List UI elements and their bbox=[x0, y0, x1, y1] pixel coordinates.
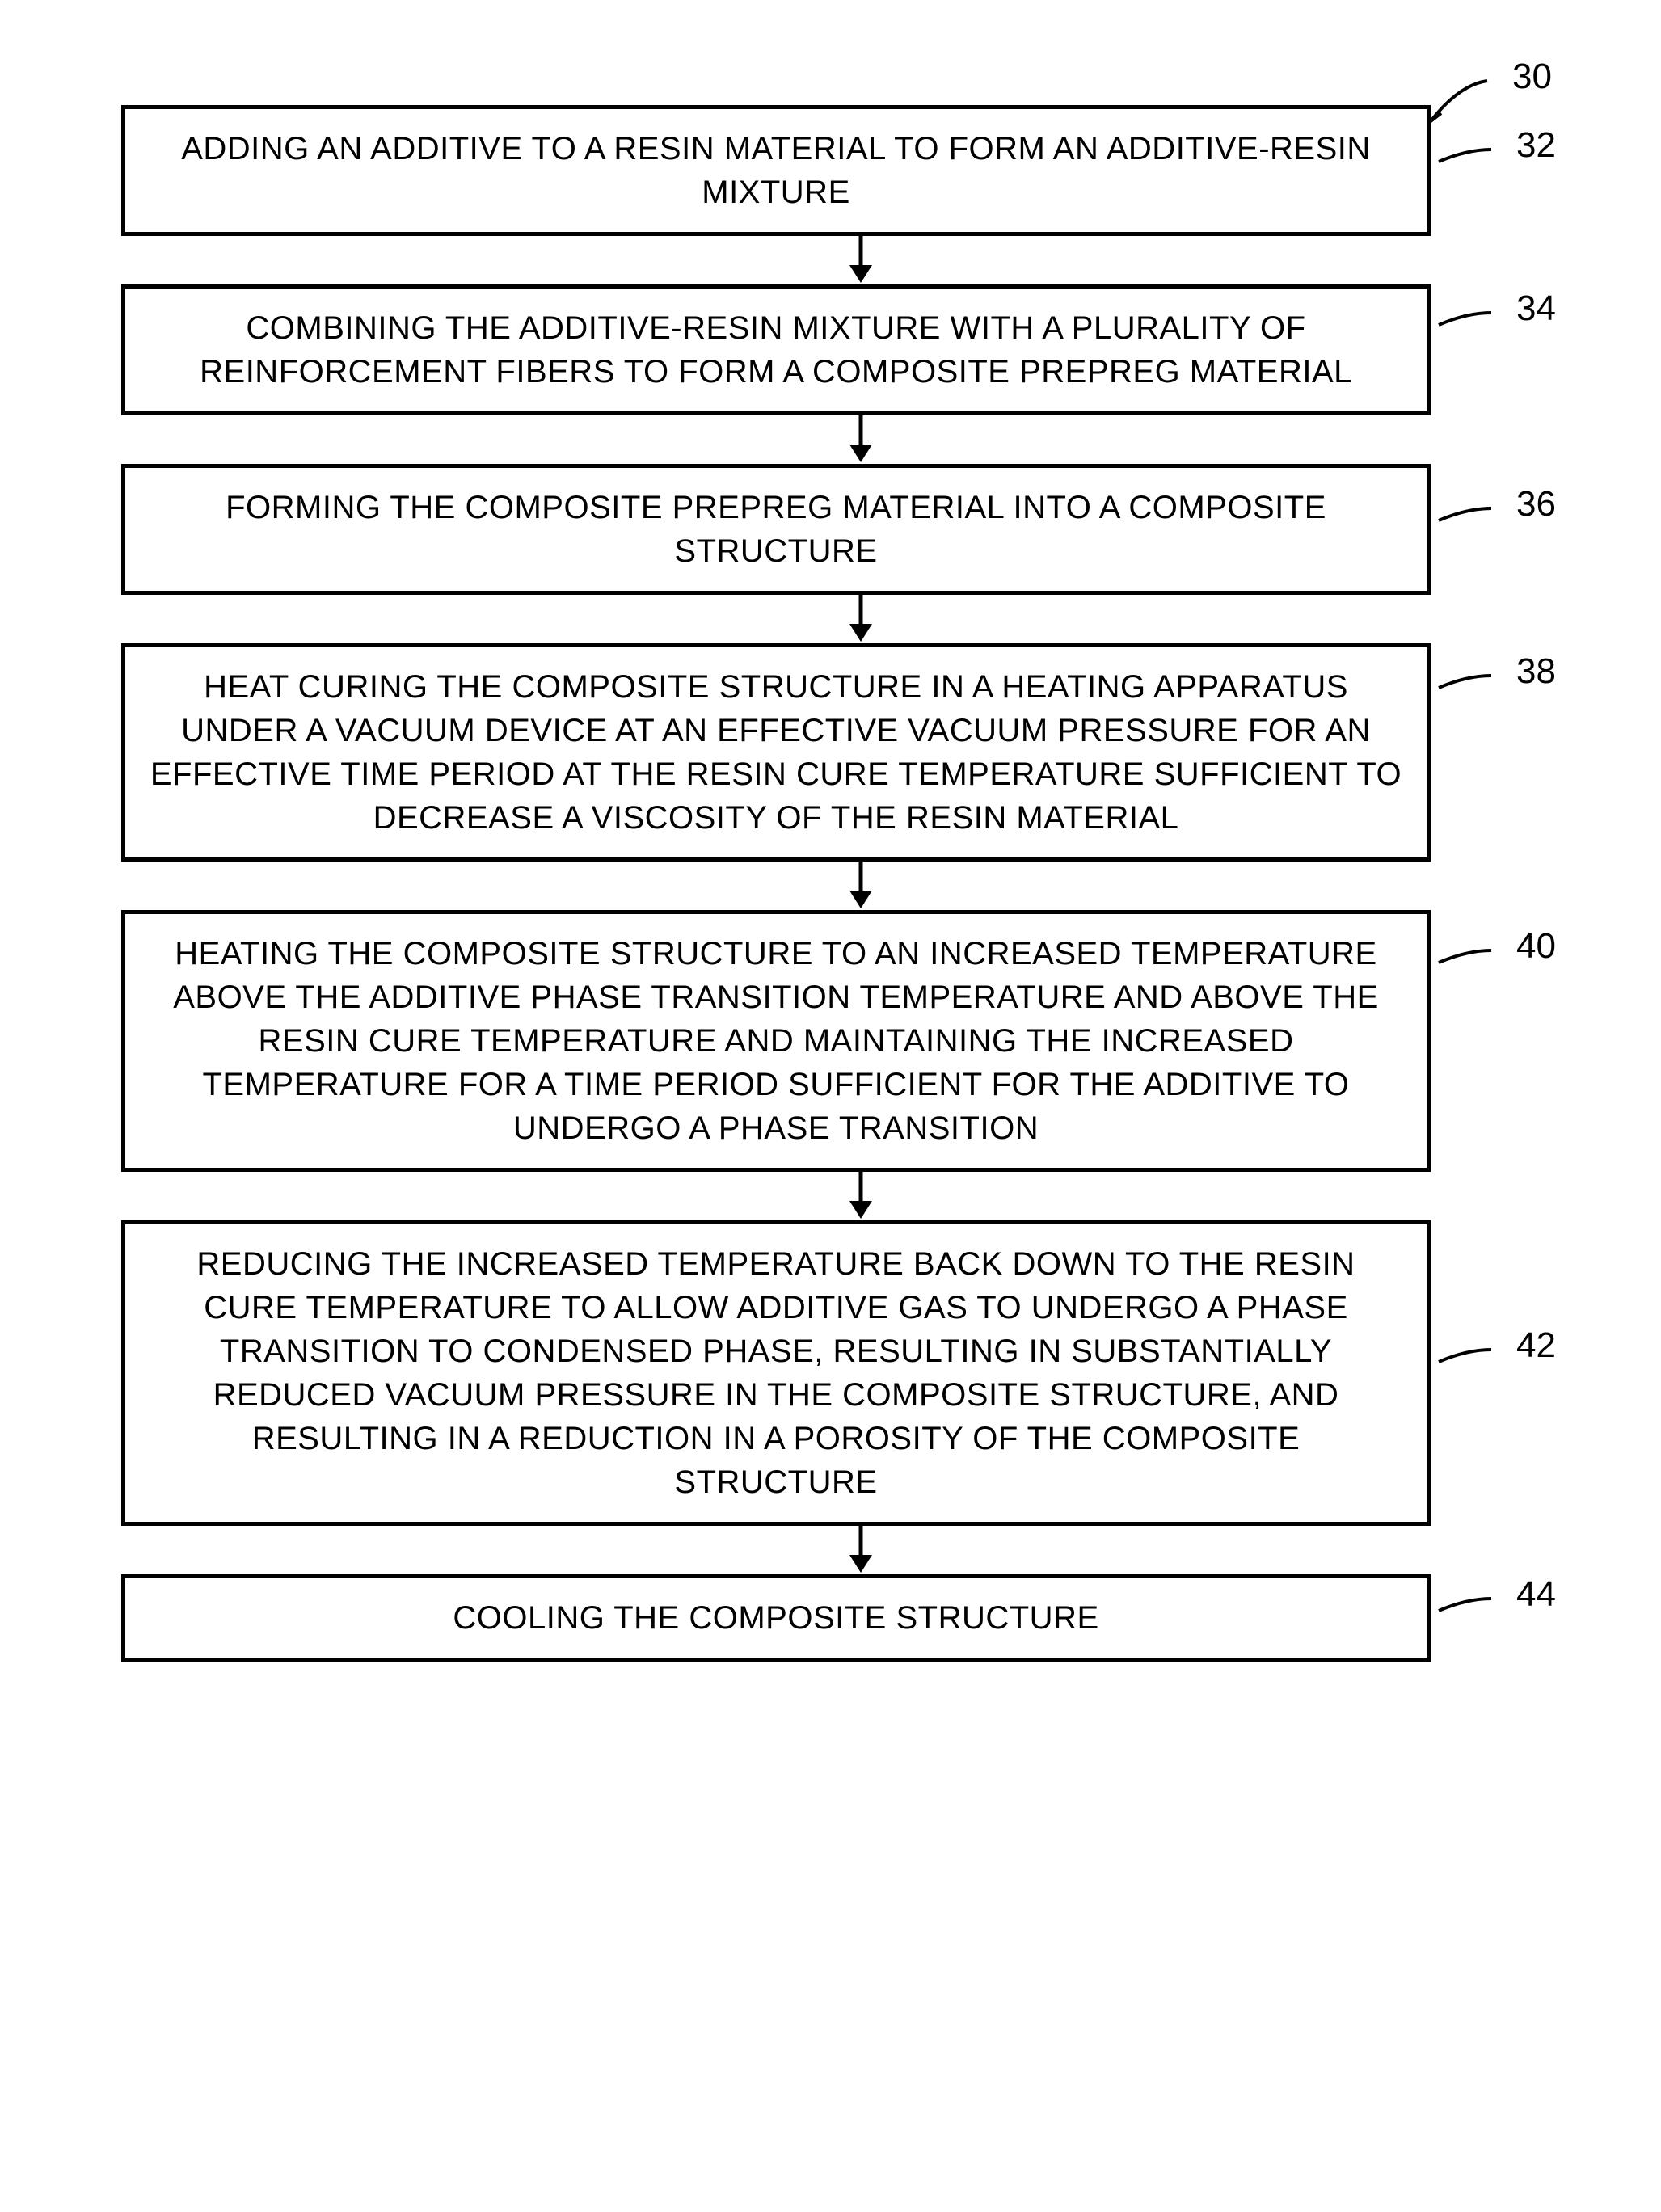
arrow-down-icon bbox=[845, 862, 877, 910]
step-wrapper-42: REDUCING THE INCREASED TEMPERATURE BACK … bbox=[65, 1220, 1600, 1574]
arrow-container bbox=[206, 1172, 1516, 1220]
step-row: HEATING THE COMPOSITE STRUCTURE TO AN IN… bbox=[65, 910, 1600, 1172]
step-wrapper-38: HEAT CURING THE COMPOSITE STRUCTURE IN A… bbox=[65, 643, 1600, 910]
label-leader-40 bbox=[1435, 946, 1495, 971]
label-leader-44 bbox=[1435, 1595, 1495, 1619]
label-leader-34 bbox=[1435, 309, 1495, 333]
step-row: HEAT CURING THE COMPOSITE STRUCTURE IN A… bbox=[65, 643, 1600, 862]
step-box-34: COMBINING THE ADDITIVE-RESIN MIXTURE WIT… bbox=[121, 284, 1431, 415]
main-reference-label: 30 bbox=[1512, 57, 1552, 97]
arrow-container bbox=[206, 236, 1516, 284]
step-wrapper-32: ADDING AN ADDITIVE TO A RESIN MATERIAL T… bbox=[65, 105, 1600, 284]
arrow-down-icon bbox=[845, 1526, 877, 1574]
label-leader-36 bbox=[1435, 504, 1495, 529]
arrow-down-icon bbox=[845, 415, 877, 464]
step-row: ADDING AN ADDITIVE TO A RESIN MATERIAL T… bbox=[65, 105, 1600, 236]
label-leader-42 bbox=[1435, 1346, 1495, 1370]
step-label-32: 32 bbox=[1516, 125, 1556, 166]
step-label-44: 44 bbox=[1516, 1574, 1556, 1615]
step-wrapper-40: HEATING THE COMPOSITE STRUCTURE TO AN IN… bbox=[65, 910, 1600, 1220]
step-label-36: 36 bbox=[1516, 484, 1556, 525]
step-box-38: HEAT CURING THE COMPOSITE STRUCTURE IN A… bbox=[121, 643, 1431, 862]
step-box-32: ADDING AN ADDITIVE TO A RESIN MATERIAL T… bbox=[121, 105, 1431, 236]
step-box-36: FORMING THE COMPOSITE PREPREG MATERIAL I… bbox=[121, 464, 1431, 595]
label-leader-32 bbox=[1435, 145, 1495, 170]
flowchart-container: 30 ADDING AN ADDITIVE TO A RESIN MATERIA… bbox=[65, 48, 1600, 1662]
step-wrapper-36: FORMING THE COMPOSITE PREPREG MATERIAL I… bbox=[65, 464, 1600, 643]
step-label-38: 38 bbox=[1516, 651, 1556, 692]
step-wrapper-44: COOLING THE COMPOSITE STRUCTURE 44 bbox=[65, 1574, 1600, 1662]
arrow-container bbox=[206, 595, 1516, 643]
step-row: FORMING THE COMPOSITE PREPREG MATERIAL I… bbox=[65, 464, 1600, 595]
arrow-down-icon bbox=[845, 236, 877, 284]
step-box-44: COOLING THE COMPOSITE STRUCTURE bbox=[121, 1574, 1431, 1662]
label-leader-38 bbox=[1435, 672, 1495, 696]
step-box-42: REDUCING THE INCREASED TEMPERATURE BACK … bbox=[121, 1220, 1431, 1526]
arrow-container bbox=[206, 415, 1516, 464]
arrow-container bbox=[206, 862, 1516, 910]
step-label-34: 34 bbox=[1516, 289, 1556, 329]
step-row: REDUCING THE INCREASED TEMPERATURE BACK … bbox=[65, 1220, 1600, 1526]
arrow-down-icon bbox=[845, 1172, 877, 1220]
step-box-40: HEATING THE COMPOSITE STRUCTURE TO AN IN… bbox=[121, 910, 1431, 1172]
arrow-container bbox=[206, 1526, 1516, 1574]
step-row: COMBINING THE ADDITIVE-RESIN MIXTURE WIT… bbox=[65, 284, 1600, 415]
step-wrapper-34: COMBINING THE ADDITIVE-RESIN MIXTURE WIT… bbox=[65, 284, 1600, 464]
step-row: COOLING THE COMPOSITE STRUCTURE 44 bbox=[65, 1574, 1600, 1662]
arrow-down-icon bbox=[845, 595, 877, 643]
step-label-42: 42 bbox=[1516, 1325, 1556, 1366]
step-label-40: 40 bbox=[1516, 926, 1556, 967]
